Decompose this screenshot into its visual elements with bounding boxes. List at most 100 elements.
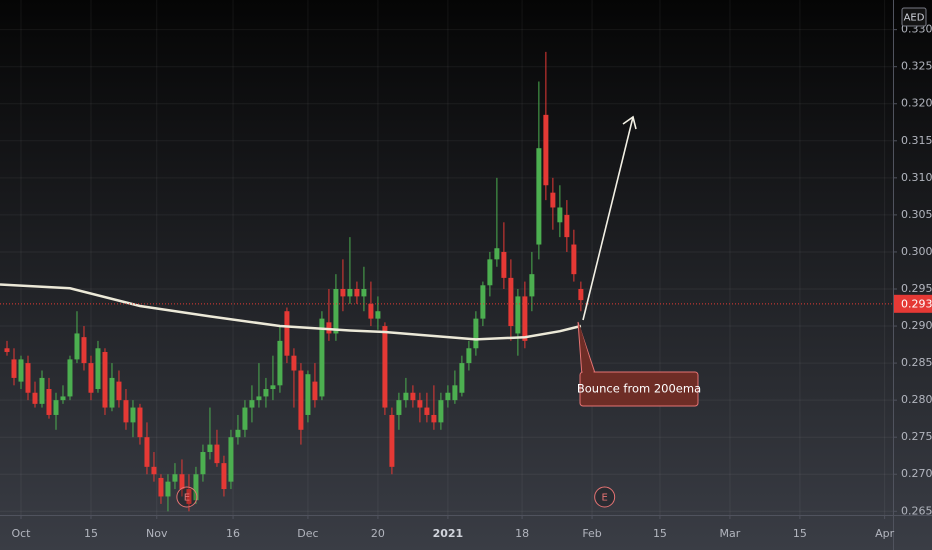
candle-body <box>235 429 241 438</box>
last-price-label: 0.293 <box>901 297 932 310</box>
candle-body <box>221 463 227 490</box>
candle <box>438 392 444 430</box>
candle <box>550 177 556 230</box>
candle <box>291 348 297 408</box>
candle <box>179 459 185 497</box>
candle <box>487 251 493 297</box>
earnings-label: E <box>602 493 608 504</box>
candle-body <box>515 296 521 334</box>
candle-body <box>424 407 430 415</box>
candle-body <box>361 288 367 297</box>
candle-body <box>256 396 262 401</box>
candle-body <box>193 474 199 501</box>
candle <box>207 407 213 460</box>
callout-joint <box>579 323 595 377</box>
candle-body <box>501 251 507 278</box>
x-tick-label: 15 <box>653 527 667 540</box>
candle <box>95 340 101 393</box>
x-tick-label: Nov <box>146 527 168 540</box>
candle <box>452 370 458 404</box>
annotation: Bounce from 200ema <box>577 321 701 407</box>
candle-body <box>375 311 381 319</box>
candle-body <box>571 244 577 275</box>
candle-body <box>333 288 339 334</box>
candle-body <box>396 400 402 415</box>
y-tick-label: 0.290 <box>901 319 932 332</box>
candle <box>88 355 94 401</box>
candle <box>144 422 150 475</box>
candle-body <box>249 400 255 408</box>
candle <box>445 385 451 408</box>
candle-body <box>172 474 178 482</box>
x-tick-label: 2021 <box>433 527 464 540</box>
candle-body <box>298 370 304 430</box>
candle-body <box>95 348 101 390</box>
candle <box>235 414 241 445</box>
last-price-box <box>894 294 932 313</box>
candle <box>109 363 115 412</box>
candle <box>571 229 577 282</box>
candle-body <box>529 274 535 297</box>
grid <box>0 0 893 515</box>
candle <box>473 311 479 356</box>
candle <box>515 288 521 356</box>
candle-body <box>53 400 59 415</box>
candle <box>256 363 262 408</box>
candle-body <box>18 359 24 382</box>
candle <box>459 355 465 397</box>
candle <box>431 385 437 430</box>
y-tick-label: 0.285 <box>901 356 932 369</box>
candle-body <box>550 192 556 208</box>
y-tick-label: 0.320 <box>901 97 932 110</box>
candle <box>242 400 248 438</box>
candle <box>319 311 325 401</box>
y-tick-label: 0.295 <box>901 282 932 295</box>
candle <box>368 281 374 327</box>
y-tick-label: 0.300 <box>901 245 932 258</box>
candle-body <box>186 489 192 504</box>
candle-body <box>354 288 360 297</box>
x-tick-label: 20 <box>371 527 385 540</box>
candle-body <box>487 259 493 286</box>
candle-body <box>326 322 332 334</box>
candle <box>396 392 402 430</box>
candle-body <box>130 407 136 423</box>
y-tick-label: 0.280 <box>901 393 932 406</box>
candle <box>403 377 409 408</box>
candle <box>74 311 80 364</box>
candle-body <box>11 359 17 378</box>
candle <box>221 455 227 497</box>
callout-box <box>579 371 699 407</box>
candle-body <box>242 407 248 430</box>
x-tick-label: 15 <box>84 527 98 540</box>
candle-body <box>466 348 472 364</box>
candle <box>116 370 122 408</box>
candle <box>123 389 129 430</box>
candle-body <box>305 374 311 415</box>
candle <box>151 452 157 482</box>
candle-body <box>207 444 213 453</box>
candle-body <box>438 400 444 423</box>
candle-body <box>67 359 73 397</box>
candle-body <box>291 355 297 371</box>
candle <box>312 363 318 408</box>
candle <box>382 322 388 415</box>
candle <box>529 251 535 312</box>
candle-body <box>32 392 38 404</box>
candle-body <box>39 377 45 404</box>
candle-body <box>102 351 108 408</box>
x-tick-label: 16 <box>226 527 240 540</box>
projection-arrow <box>582 115 637 321</box>
candle <box>130 400 136 438</box>
candle-body <box>151 466 157 475</box>
candle <box>557 185 563 238</box>
x-tick-label: 18 <box>515 527 529 540</box>
candle <box>375 296 381 330</box>
earnings-label: E <box>184 493 190 504</box>
y-tick-label: 0.275 <box>901 430 932 443</box>
candle-body <box>284 311 290 356</box>
candle <box>543 51 549 201</box>
candle-body <box>144 437 150 467</box>
